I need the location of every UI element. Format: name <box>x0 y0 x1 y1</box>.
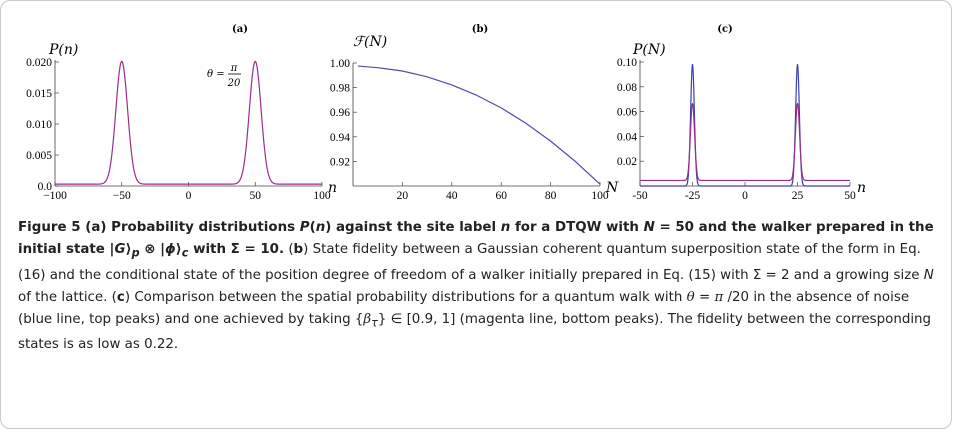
series-line-1 <box>54 60 323 185</box>
y-tick-label: 0.015 <box>26 88 52 100</box>
panel-a-annotation-lhs: θ = <box>207 69 225 80</box>
caption-label-b: b <box>293 242 304 257</box>
caption-sub-c: c <box>181 246 189 260</box>
y-tick-label: 0.96 <box>330 107 350 119</box>
panel-b-plot: 20 40 60 80 100 0.92 0.94 0.96 0.98 1.00 <box>330 58 609 202</box>
y-tick-label: 0.0 <box>38 181 53 193</box>
caption-text-a1: (a) Probability distributions <box>80 220 300 235</box>
x-tick-label: 40 <box>446 190 458 202</box>
y-tick-label: 0.020 <box>26 57 52 69</box>
caption-text-b2: of the lattice. ( <box>18 289 117 305</box>
caption-ket: ⟩ <box>175 242 182 257</box>
x-tick-label: −100 <box>43 190 67 202</box>
panel-b-xlabel: N <box>605 180 619 196</box>
panel-a: (a) P(n) n θ = π 20 −100 −50 0 50 100 0.0 0.00… <box>26 24 337 202</box>
caption-var-beta: β <box>363 311 372 327</box>
caption-text-a5: = 50 and the walker prepared in the init… <box>18 220 934 257</box>
y-tick-label: 0.98 <box>330 83 350 95</box>
caption-text-a2: ( <box>309 220 316 235</box>
y-tick-label: 0.04 <box>617 131 637 143</box>
panel-a-xlabel: n <box>328 180 337 196</box>
y-tick-label: 0.02 <box>617 156 637 168</box>
caption-var-phi: ϕ <box>165 242 176 257</box>
panel-b-label: (b) <box>472 24 488 35</box>
caption-sub-tau: τ <box>371 316 378 330</box>
x-tick-label: 25 <box>792 190 804 202</box>
x-tick-label: 0 <box>186 190 192 202</box>
x-tick-label: −50 <box>113 190 131 202</box>
x-tick-label: 100 <box>313 190 331 202</box>
panel-a-annotation-den: 20 <box>227 78 241 89</box>
caption-text-c2: = <box>694 289 715 305</box>
x-tick-label: 0 <box>742 190 748 202</box>
panel-c-plot: -50 -25 0 25 50 0.02 0.04 0.06 0.08 0.10 <box>617 57 856 202</box>
caption-text-a6: with Σ = 10. <box>188 242 285 257</box>
series-line-2 <box>639 102 851 182</box>
y-tick-label: 0.005 <box>26 150 52 162</box>
x-tick-label: 80 <box>545 190 557 202</box>
caption-var-G: G <box>114 242 126 257</box>
x-tick-label: 50 <box>250 190 262 202</box>
caption-var-pi: π <box>714 289 724 305</box>
figure-caption: Figure 5 (a) Probability distributions P… <box>18 217 936 356</box>
panel-b-ylabel: ℱ(N) <box>353 34 387 50</box>
panel-b: (b) ℱ(N) N 20 40 60 80 100 0.92 0.94 0.96 0.98 1.… <box>330 24 619 202</box>
panel-a-ylabel: P(n) <box>48 42 78 58</box>
panel-a-annotation: θ = π 20 <box>207 63 241 89</box>
caption-bold-part: Figure 5 (a) Probability distributions P… <box>18 220 934 260</box>
y-tick-label: 0.08 <box>617 82 637 94</box>
caption-var-N: N <box>923 267 934 283</box>
caption-text-b1: ) State fidelity between a Gaussian cohe… <box>18 242 924 283</box>
caption-sub-p: p <box>131 246 140 260</box>
x-tick-label: 20 <box>397 190 409 202</box>
y-tick-label: 0.92 <box>330 156 350 168</box>
caption-text-a4: for a DTQW with <box>510 220 644 235</box>
x-tick-label: 100 <box>591 190 609 202</box>
figure-charts: (a) P(n) n θ = π 20 −100 −50 0 50 100 0.0 0.00… <box>26 24 866 202</box>
panel-a-annotation-num: π <box>230 63 238 74</box>
caption-var-theta: θ <box>686 289 695 305</box>
y-tick-label: 1.00 <box>330 58 350 70</box>
x-tick-label: 60 <box>495 190 507 202</box>
caption-var-P: P <box>299 220 310 235</box>
caption-text-b0: ( <box>284 242 294 257</box>
caption-text-c3: /20 in the absence of noise (blue line, … <box>18 289 910 327</box>
caption-var-n: n <box>500 220 511 235</box>
caption-figure-number: Figure 5 <box>18 220 81 235</box>
panel-c-label: (c) <box>717 24 733 35</box>
caption-tensor: ⊗ | <box>139 242 165 257</box>
series-line-1 <box>357 65 601 185</box>
caption-text-a3: ) against the site label <box>325 220 501 235</box>
caption-var-n: n <box>315 220 326 235</box>
y-tick-label: 0.06 <box>617 107 637 119</box>
panel-a-plot: −100 −50 0 50 100 0.0 0.005 0.010 0.015 0.020 <box>26 57 331 202</box>
x-tick-label: -50 <box>632 190 648 202</box>
caption-text-c4: } ∈ [0.9, 1] (magenta line, bottom peaks… <box>18 311 932 353</box>
y-tick-label: 0.010 <box>26 119 52 131</box>
caption-var-N: N <box>643 220 655 235</box>
caption-ket: ⟩ <box>125 242 132 257</box>
x-tick-label: -25 <box>685 190 701 202</box>
caption-text-c1: ) Comparison between the spatial probabi… <box>124 289 687 305</box>
caption-label-c: c <box>116 289 125 305</box>
panel-c-ylabel: P(N) <box>632 42 666 58</box>
y-tick-label: 0.10 <box>617 57 637 69</box>
y-tick-label: 0.94 <box>330 132 350 144</box>
panel-a-label: (a) <box>232 24 248 35</box>
x-tick-label: 50 <box>844 190 856 202</box>
series-line-1 <box>639 63 851 187</box>
panel-c: (c) P(N) n -50 -25 0 25 50 0.02 0.04 0.06 0.08 0.… <box>617 24 866 202</box>
panel-c-xlabel: n <box>857 180 866 196</box>
